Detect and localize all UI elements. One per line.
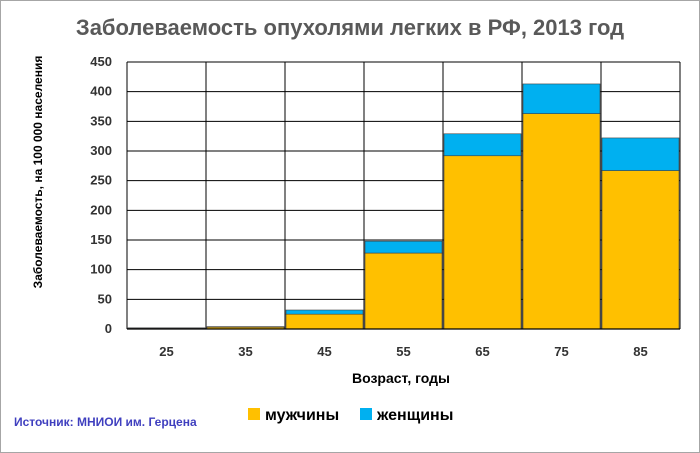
bar-women: [127, 327, 206, 329]
y-tick-label: 450: [90, 54, 112, 69]
y-tick-label: 150: [90, 232, 112, 247]
y-tick-label: 250: [90, 173, 112, 188]
legend: мужчины женщины: [248, 407, 453, 424]
legend-label: женщины: [376, 407, 453, 424]
y-tick-label: 50: [98, 291, 112, 306]
bar-women: [443, 133, 522, 157]
x-tick-label: 35: [238, 344, 252, 359]
x-tick-label: 65: [475, 344, 489, 359]
y-tick-label: 300: [90, 143, 112, 158]
x-tick-label: 45: [317, 344, 331, 359]
bar-men: [364, 252, 443, 330]
y-tick-label: 100: [90, 262, 112, 277]
bar-women: [522, 83, 601, 114]
bar-women: [285, 309, 364, 315]
y-tick-label: 200: [90, 202, 112, 217]
source-note: Источник: МНИОИ им. Герцена: [14, 415, 197, 429]
bar-men: [522, 113, 601, 330]
y-tick-label: 400: [90, 84, 112, 99]
legend-swatch: [248, 408, 260, 420]
x-axis-label: Возраст, годы: [352, 370, 450, 386]
x-tick-label: 85: [633, 344, 647, 359]
bar-women: [601, 137, 680, 171]
bar-men: [285, 313, 364, 330]
x-tick-label: 25: [159, 344, 173, 359]
x-tick-label: 75: [554, 344, 568, 359]
chart-title: Заболеваемость опухолями легких в РФ, 20…: [76, 15, 624, 40]
legend-label: мужчины: [265, 407, 339, 424]
bar-men: [601, 170, 680, 330]
bar-women: [206, 326, 285, 328]
legend-swatch: [360, 408, 372, 420]
y-tick-label: 0: [105, 321, 112, 336]
bar-men: [443, 155, 522, 330]
y-tick-label: 350: [90, 113, 112, 128]
bar-women: [364, 240, 443, 254]
y-axis-label: Заболеваемость, на 100 000 населения: [31, 56, 45, 289]
x-tick-label: 55: [396, 344, 410, 359]
plot-area: 0 50 100 150 200 250 300 350 400 450 25 35 45 55 65 75 8…: [90, 54, 681, 359]
